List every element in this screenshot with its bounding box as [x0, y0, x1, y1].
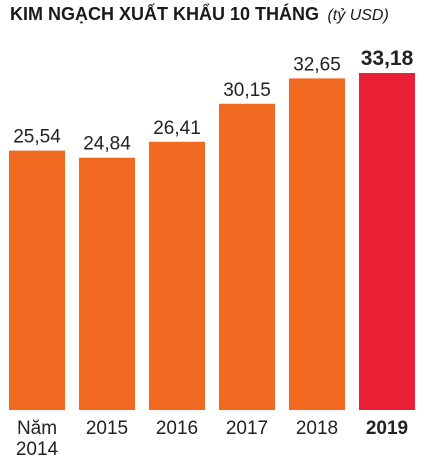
bar-1	[79, 157, 135, 410]
chart-title: KIM NGẠCH XUẤT KHẨU 10 THÁNG	[10, 4, 320, 24]
x-tick-label-2: 2016	[156, 418, 198, 439]
value-label-5: 33,18	[361, 47, 414, 70]
value-label-4: 32,65	[293, 54, 341, 75]
value-label-0: 25,54	[13, 127, 61, 148]
value-label-1: 24,84	[83, 134, 131, 155]
bar-0	[9, 150, 65, 410]
chart-title-row: KIM NGẠCH XUẤT KHẨU 10 THÁNG (tỷ USD)	[10, 4, 389, 25]
x-tick-label-0-line-0: Năm	[17, 418, 57, 439]
bar-4	[289, 78, 345, 411]
value-label-2: 26,41	[153, 118, 201, 139]
x-tick-label-4: 2018	[296, 418, 338, 439]
chart-unit: (tỷ USD)	[327, 7, 389, 24]
value-label-3: 30,15	[223, 80, 271, 101]
x-tick-label-1: 2015	[86, 418, 128, 439]
x-tick-label-5: 2019	[366, 418, 408, 439]
bar-5	[359, 73, 415, 410]
bar-2	[149, 141, 205, 411]
bar-3	[219, 103, 275, 410]
x-tick-label-3: 2017	[226, 418, 268, 439]
x-tick-label-0-line-1: 2014	[16, 439, 59, 460]
